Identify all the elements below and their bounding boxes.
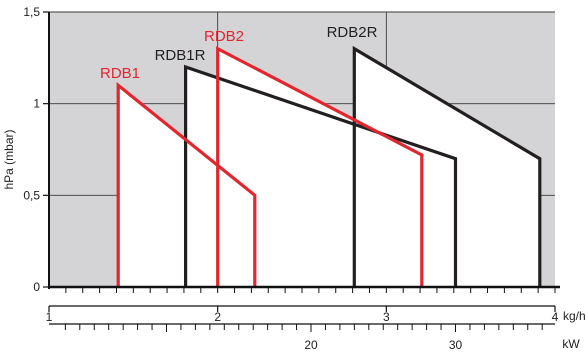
x-tick-label: 3 xyxy=(383,310,390,324)
kw-axis-unit-label: kW xyxy=(562,337,580,351)
series-label-rdb2: RDB2 xyxy=(204,28,244,45)
kw-tick-label: 30 xyxy=(449,338,463,352)
kw-tick-label: 20 xyxy=(304,338,318,352)
y-tick-label: 0 xyxy=(33,280,40,294)
x-axis-unit-label: kg/h xyxy=(563,309,586,323)
y-tick-label: 0,5 xyxy=(23,188,40,202)
series-line-rdb2 xyxy=(216,46,424,287)
axes xyxy=(43,11,560,332)
series-line-rdb1r xyxy=(184,64,458,287)
y-axis-label: hPa (mbar) xyxy=(2,129,16,189)
x-tick-label: 2 xyxy=(214,310,221,324)
series-label-rdb1r: RDB1R xyxy=(155,47,206,64)
series-label-rdb1: RDB1 xyxy=(100,65,140,82)
series-line-rdb2r xyxy=(352,45,542,287)
series-line-rdb1 xyxy=(116,81,257,287)
labels: RDB1RDB1RRDB2RDB2R00,511,51234kg/h203040… xyxy=(2,5,586,352)
y-tick-label: 1,5 xyxy=(23,5,40,19)
x-tick-label: 4 xyxy=(552,310,559,324)
y-tick-label: 1 xyxy=(33,97,40,111)
x-tick-label: 1 xyxy=(46,310,53,324)
series-fill-rdb2 xyxy=(217,48,422,288)
series-layer xyxy=(116,45,542,288)
series-label-rdb2r: RDB2R xyxy=(327,24,378,41)
